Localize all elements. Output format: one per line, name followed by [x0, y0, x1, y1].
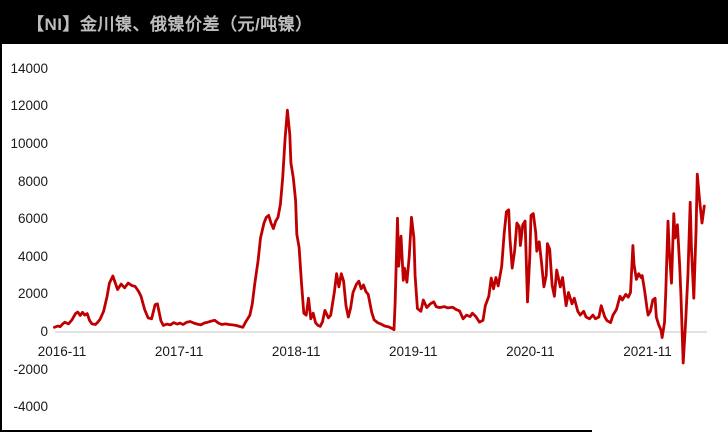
- x-axis-tick-label: 2018-11: [271, 344, 321, 359]
- page-border-left: [0, 44, 2, 432]
- y-axis-tick-label: 12000: [10, 98, 48, 114]
- y-axis-tick-label: 0: [40, 324, 48, 339]
- y-axis-tick-label: 4000: [17, 248, 48, 264]
- y-axis-tick-label: 10000: [10, 136, 48, 151]
- chart-title: 【NI】金川镍、俄镍价差（元/吨镍）: [27, 14, 313, 34]
- x-axis-tick-label: 2016-11: [37, 344, 87, 359]
- x-axis-tick-label: 2021-11: [623, 344, 672, 359]
- x-axis-tick-label: 2017-11: [154, 344, 204, 359]
- y-axis-tick-label: 8000: [17, 173, 48, 189]
- y-axis-tick-label: -2000: [13, 361, 48, 377]
- y-axis-tick-label: 2000: [17, 286, 48, 302]
- x-axis-tick-label: 2019-11: [389, 344, 438, 359]
- page-border-bottom: [0, 430, 592, 432]
- x-axis-tick-label: 2020-11: [506, 344, 555, 359]
- chart-title-bar: 【NI】金川镍、俄镍价差（元/吨镍）: [0, 0, 728, 44]
- y-axis-tick-label: -4000: [13, 399, 48, 415]
- y-axis-tick-label: 14000: [10, 60, 48, 76]
- y-axis-tick-label: 6000: [17, 211, 48, 227]
- plot-area: 14000 12000 10000 8000 6000 4000 2000 0 -2000 -40…: [0, 44, 728, 434]
